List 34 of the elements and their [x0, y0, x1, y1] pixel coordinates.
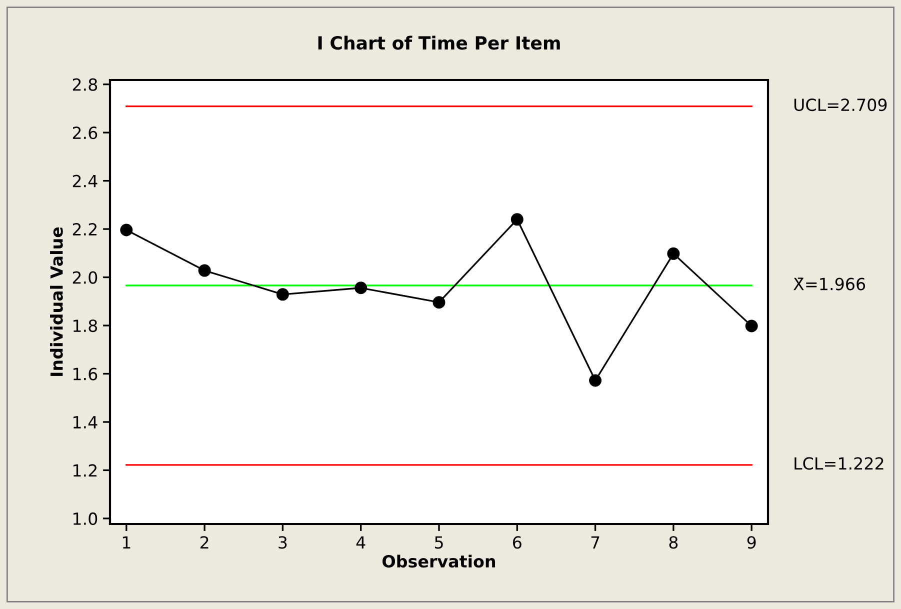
- point: [276, 288, 289, 301]
- y-tick-label: 1.0: [74, 512, 98, 526]
- x-tick-label: 6: [513, 536, 522, 549]
- chart-title: I Chart of Time Per Item: [318, 36, 560, 50]
- x-tick-label: 2: [200, 536, 208, 548]
- point: [120, 224, 133, 236]
- y-tick-label: 1.8: [74, 319, 98, 332]
- y-tick-label: 1.6: [74, 368, 98, 380]
- x-axis-title: Observation: [382, 554, 496, 568]
- ref-line-label: X̄=1.966: [793, 278, 866, 290]
- y-axis-title: Individual Value: [50, 227, 63, 376]
- x-tick-label: 3: [278, 536, 287, 549]
- y-tick-label: 2.6: [72, 126, 98, 140]
- point: [510, 213, 524, 226]
- x-tick-label: 8: [669, 536, 678, 549]
- point: [667, 247, 680, 260]
- x-tick-label: 7: [591, 536, 600, 548]
- x-tick-label: 5: [434, 536, 443, 549]
- y-tick-label: 1.4: [74, 416, 98, 428]
- y-tick-label: 2.2: [72, 223, 97, 236]
- ref-line-label: LCL=1.222: [794, 457, 884, 470]
- y-tick-label: 2.4: [72, 174, 98, 188]
- ref-line-label: UCL=2.709: [794, 98, 887, 112]
- x-tick-label: 1: [122, 536, 130, 548]
- point: [589, 374, 602, 387]
- point: [354, 282, 368, 294]
- x-tick-label: 9: [747, 536, 756, 549]
- point: [198, 264, 211, 277]
- y-tick-label: 1.2: [74, 464, 97, 477]
- x-tick-label: 4: [356, 536, 366, 548]
- point: [745, 320, 758, 332]
- point: [432, 296, 446, 309]
- y-tick-label: 2.0: [72, 271, 98, 284]
- y-tick-label: 2.8: [72, 78, 98, 91]
